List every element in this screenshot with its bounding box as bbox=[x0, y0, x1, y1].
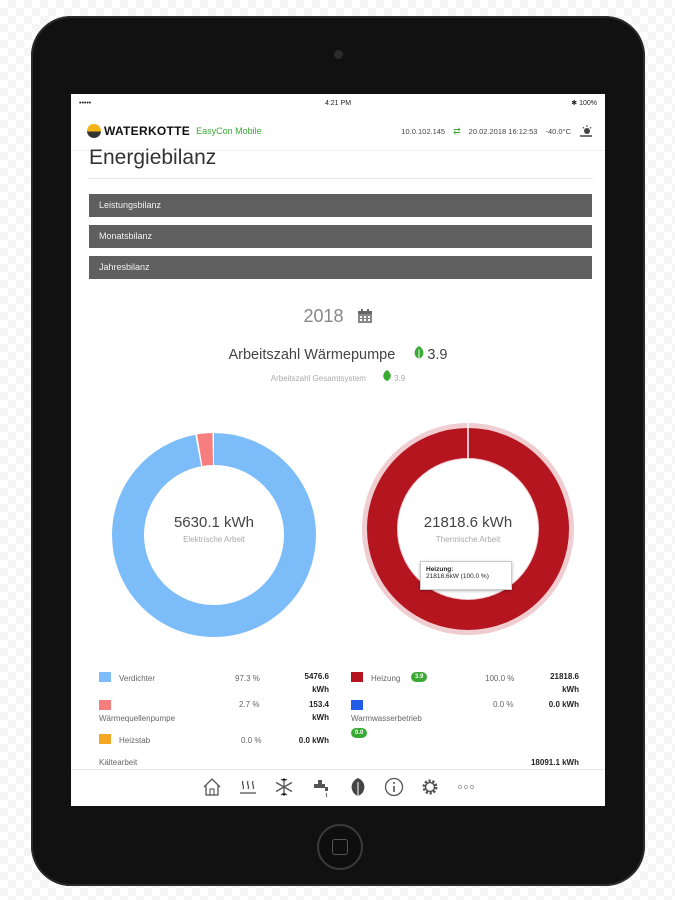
electric-donut-chart bbox=[112, 433, 316, 637]
heating-icon[interactable] bbox=[237, 776, 259, 798]
legend-label-warmwasserbetrieb: Warmwasserbetrieb bbox=[351, 714, 422, 723]
legend-value-warmwasserbetrieb: 0.0 kWh bbox=[548, 700, 579, 709]
legend-label-waermequellenpumpe: Wärmequellenpumpe bbox=[99, 714, 176, 723]
more-icon[interactable] bbox=[455, 776, 477, 798]
product-name: EasyCon Mobile bbox=[196, 126, 262, 136]
legend-unit-verdichter: kWh bbox=[312, 685, 329, 694]
leaf-icon[interactable] bbox=[347, 776, 369, 798]
tooltip-value: 21818.6kW (100.0 %) bbox=[426, 573, 489, 580]
home-icon[interactable] bbox=[201, 776, 223, 798]
legend-unit-waermequellenpumpe: kWh bbox=[312, 713, 329, 722]
legend-badge-heizung: 3.9 bbox=[411, 672, 428, 682]
thermal-total: 21818.6 kWh bbox=[423, 514, 513, 531]
legend-value-heizstab: 0.0 kWh bbox=[298, 736, 329, 745]
bottom-tab-bar bbox=[71, 769, 605, 806]
kaeltearbeit-label: Kältearbeit bbox=[99, 758, 138, 767]
water-tap-icon[interactable] bbox=[311, 776, 333, 798]
brand-name: WATERKOTTE bbox=[104, 124, 191, 138]
gear-icon[interactable] bbox=[419, 776, 441, 798]
home-button[interactable] bbox=[317, 824, 363, 870]
accordion-jahresbilanz[interactable]: Jahresbilanz bbox=[89, 256, 592, 279]
signal-indicator: ••••• bbox=[79, 99, 92, 107]
legend-percent-heizstab: 0.0 % bbox=[241, 736, 262, 745]
legend-label-verdichter: Verdichter bbox=[119, 674, 156, 683]
legend-value-verdichter: 5476.6 bbox=[304, 672, 329, 681]
arbeitszahl-gesamtsystem: Arbeitszahl Gesamtsystem 3.9 bbox=[71, 370, 605, 383]
weather-icon bbox=[580, 125, 592, 137]
legend-value-waermequellenpumpe: 153.4 bbox=[308, 700, 329, 709]
battery-indicator: ✱ 100% bbox=[571, 100, 597, 107]
legend-percent-waermequellenpumpe: 2.7 % bbox=[239, 700, 260, 709]
info-icon[interactable] bbox=[383, 776, 405, 798]
page-title: Energiebilanz bbox=[89, 146, 217, 169]
year-selector[interactable]: 2018 bbox=[71, 306, 605, 327]
accordion-monatsbilanz[interactable]: Monatsbilanz bbox=[89, 225, 592, 248]
calendar-icon[interactable] bbox=[357, 308, 373, 324]
legend-percent-heizung: 100.0 % bbox=[485, 674, 515, 683]
legend-swatch-heizung bbox=[351, 672, 363, 682]
arbeitszahl-waermepumpe: Arbeitszahl Wärmepumpe 3.9 bbox=[71, 346, 605, 363]
brand-logo-icon bbox=[87, 124, 101, 138]
leaf-icon bbox=[414, 346, 424, 360]
cooling-icon[interactable] bbox=[273, 776, 295, 798]
legend-value-heizung: 21818.6 bbox=[550, 672, 579, 681]
legend-swatch-warmwasserbetrieb bbox=[351, 700, 363, 710]
datetime: 20.02.2018 16:12:53 bbox=[468, 126, 538, 136]
legend-label-heizung: Heizung bbox=[371, 674, 401, 683]
arbeitszahl-label: Arbeitszahl Wärmepumpe bbox=[228, 347, 396, 363]
legend-swatch-waermequellenpumpe bbox=[99, 700, 111, 710]
leaf-icon bbox=[383, 370, 391, 381]
status-bar: ••••• 4:21 PM ✱ 100% bbox=[71, 94, 605, 112]
app-header: WATERKOTTE EasyCon Mobile 10.0.102.145 ⇄… bbox=[71, 112, 605, 151]
year-label: 2018 bbox=[303, 306, 344, 326]
tooltip-title: Heizung: bbox=[426, 566, 454, 573]
legend-label-heizstab: Heizstab bbox=[119, 736, 151, 745]
system-label: Arbeitszahl Gesamtsystem bbox=[270, 374, 366, 383]
electric-center-label: 5630.1 kWh Elektrische Arbeit bbox=[111, 514, 317, 544]
divider bbox=[89, 178, 593, 179]
chart-tooltip: Heizung: 21818.6kW (100.0 %) bbox=[420, 561, 512, 590]
kaeltearbeit-value: 18091.1 kWh bbox=[530, 758, 579, 767]
thermal-center-label: 21818.6 kWh Thermische Arbeit bbox=[359, 514, 577, 544]
legend-percent-warmwasserbetrieb: 0.0 % bbox=[493, 700, 514, 709]
legend-badge-warmwasserbetrieb: 0.0 bbox=[351, 728, 368, 738]
sync-icon[interactable]: ⇄ bbox=[453, 125, 461, 136]
ip-address: 10.0.102.145 bbox=[401, 126, 446, 136]
camera bbox=[334, 50, 343, 59]
donut-slice-verdichter[interactable] bbox=[112, 433, 316, 637]
electric-total: 5630.1 kWh bbox=[173, 514, 255, 531]
legend-percent-verdichter: 97.3 % bbox=[235, 674, 260, 683]
legend-swatch-heizstab bbox=[99, 734, 111, 744]
legend-unit-heizung: kWh bbox=[562, 685, 579, 694]
legend-swatch-verdichter bbox=[99, 672, 111, 682]
app-screen: ••••• 4:21 PM ✱ 100% WATERKOTTE EasyCon … bbox=[71, 94, 605, 806]
system-value: 3.9 bbox=[394, 374, 406, 383]
thermal-label: Thermische Arbeit bbox=[435, 535, 501, 544]
accordion-leistungsbilanz[interactable]: Leistungsbilanz bbox=[89, 194, 592, 217]
clock: 4:21 PM bbox=[324, 99, 352, 107]
arbeitszahl-value: 3.9 bbox=[427, 347, 448, 363]
outdoor-temperature: -40.0°C bbox=[545, 126, 571, 136]
electric-label: Elektrische Arbeit bbox=[183, 535, 245, 544]
